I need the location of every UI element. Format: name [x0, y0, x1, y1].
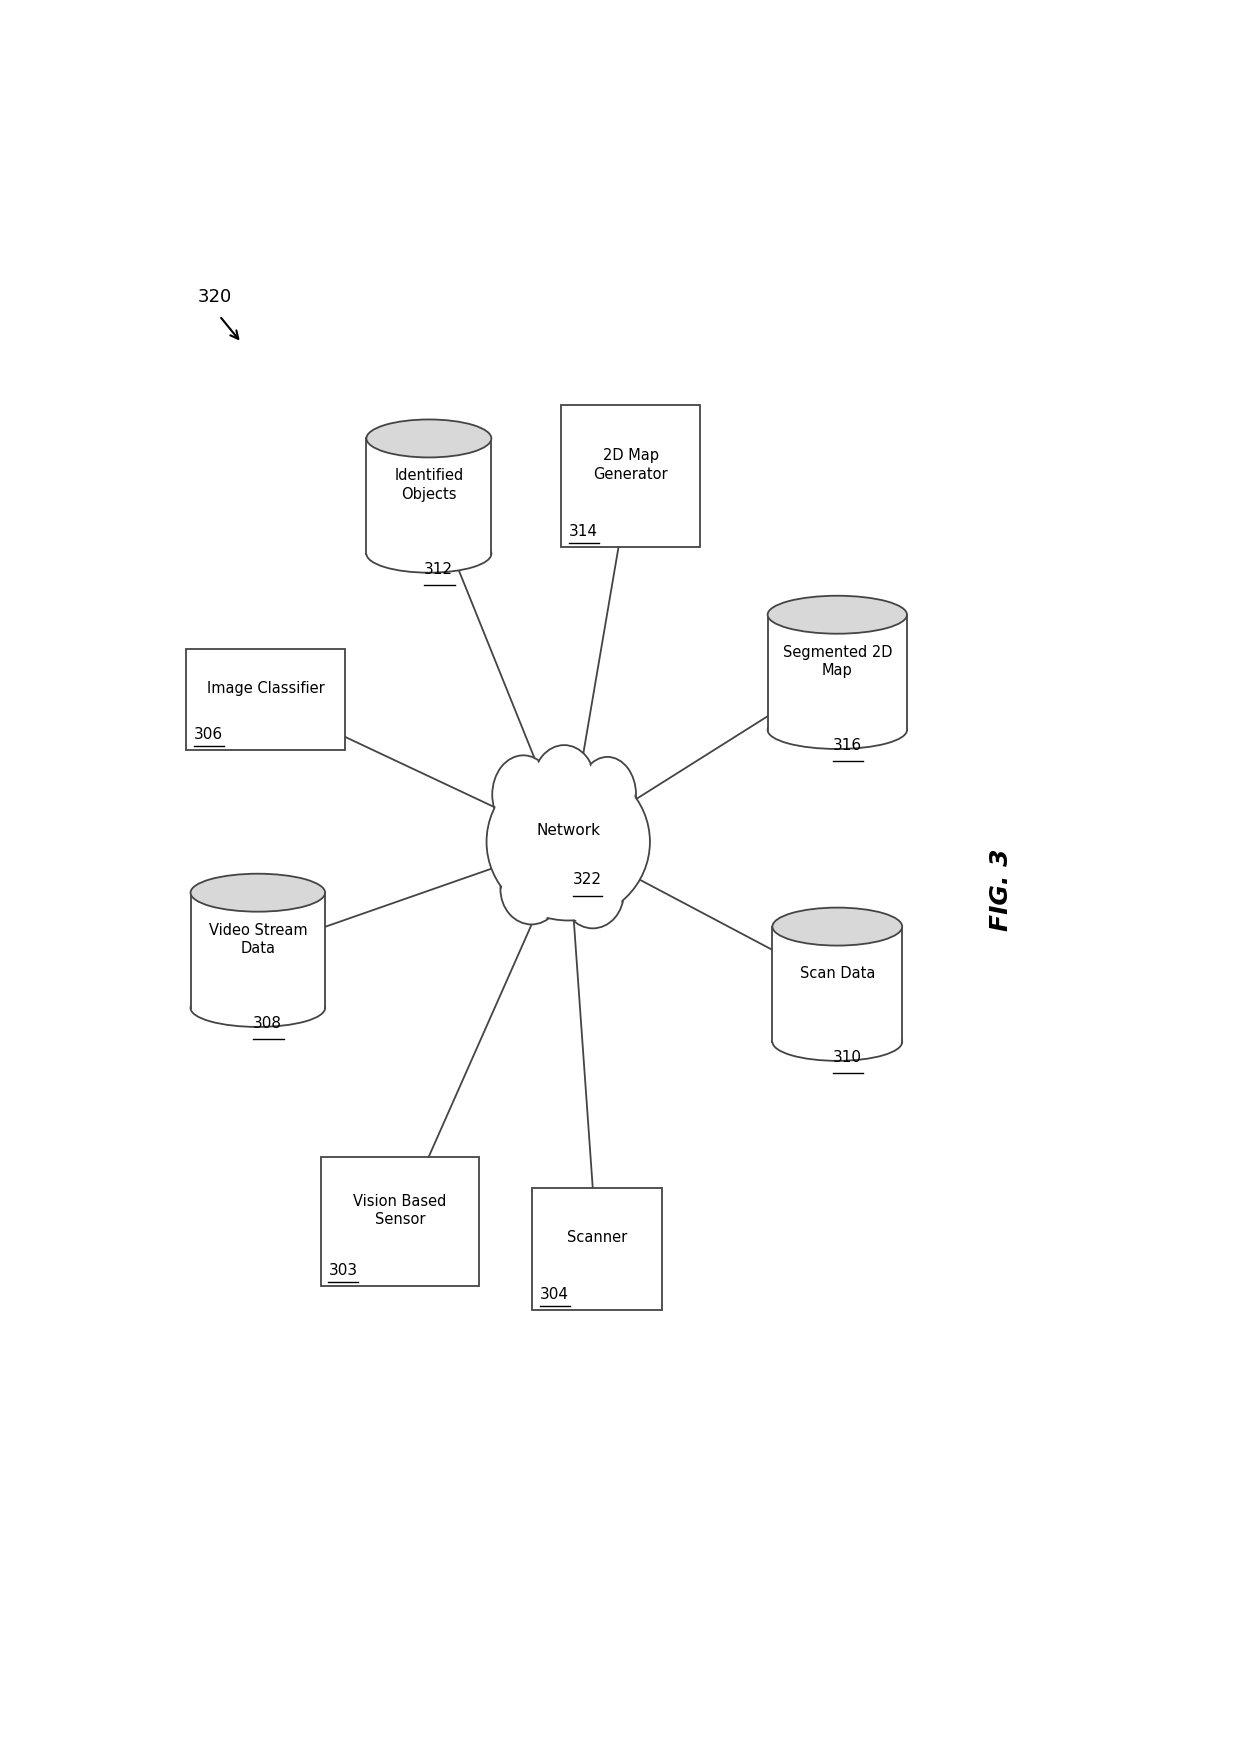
Text: Video Stream
Data: Video Stream Data [208, 923, 308, 956]
Text: 320: 320 [197, 289, 232, 306]
Ellipse shape [367, 419, 491, 458]
Text: Image Classifier: Image Classifier [207, 682, 325, 696]
Ellipse shape [768, 711, 906, 748]
Text: 310: 310 [832, 1050, 862, 1065]
FancyBboxPatch shape [768, 615, 906, 731]
Ellipse shape [489, 766, 649, 919]
Text: 2D Map
Generator: 2D Map Generator [594, 447, 668, 483]
FancyBboxPatch shape [186, 648, 345, 750]
Text: 303: 303 [329, 1263, 357, 1278]
Text: FIG. 3: FIG. 3 [988, 849, 1013, 930]
Ellipse shape [580, 759, 635, 831]
Ellipse shape [562, 858, 624, 928]
Text: 322: 322 [573, 872, 603, 888]
FancyBboxPatch shape [191, 893, 325, 1007]
Ellipse shape [486, 763, 650, 921]
Text: 316: 316 [832, 738, 862, 754]
Ellipse shape [192, 877, 324, 909]
Ellipse shape [768, 595, 906, 634]
Text: 312: 312 [424, 562, 453, 578]
Ellipse shape [774, 910, 900, 942]
Ellipse shape [492, 755, 554, 835]
Ellipse shape [486, 763, 650, 921]
FancyBboxPatch shape [532, 1187, 662, 1310]
Text: Vision Based
Sensor: Vision Based Sensor [353, 1194, 446, 1227]
FancyBboxPatch shape [773, 926, 903, 1043]
Ellipse shape [563, 859, 622, 926]
Ellipse shape [533, 745, 595, 821]
Ellipse shape [773, 907, 903, 946]
Ellipse shape [191, 990, 325, 1027]
FancyBboxPatch shape [560, 405, 701, 548]
Ellipse shape [534, 747, 594, 819]
Text: Scanner: Scanner [567, 1231, 627, 1245]
Ellipse shape [191, 873, 325, 912]
Ellipse shape [492, 755, 554, 835]
Text: Identified
Objects: Identified Objects [394, 468, 464, 502]
Ellipse shape [562, 858, 624, 928]
Ellipse shape [533, 745, 595, 821]
Text: 304: 304 [539, 1287, 569, 1301]
Text: Network: Network [536, 824, 600, 838]
Ellipse shape [501, 854, 563, 925]
FancyBboxPatch shape [367, 438, 491, 553]
FancyBboxPatch shape [321, 1157, 480, 1286]
Text: Scan Data: Scan Data [800, 965, 875, 981]
Ellipse shape [769, 599, 905, 630]
Text: 314: 314 [569, 523, 598, 539]
Ellipse shape [579, 757, 636, 833]
Text: 308: 308 [253, 1016, 281, 1032]
Ellipse shape [502, 856, 560, 923]
Ellipse shape [494, 757, 553, 831]
Text: 306: 306 [193, 727, 223, 741]
Ellipse shape [501, 854, 563, 925]
Ellipse shape [368, 423, 490, 454]
Ellipse shape [579, 757, 636, 833]
Ellipse shape [367, 535, 491, 572]
Ellipse shape [773, 1023, 903, 1060]
Text: Segmented 2D
Map: Segmented 2D Map [782, 645, 892, 678]
